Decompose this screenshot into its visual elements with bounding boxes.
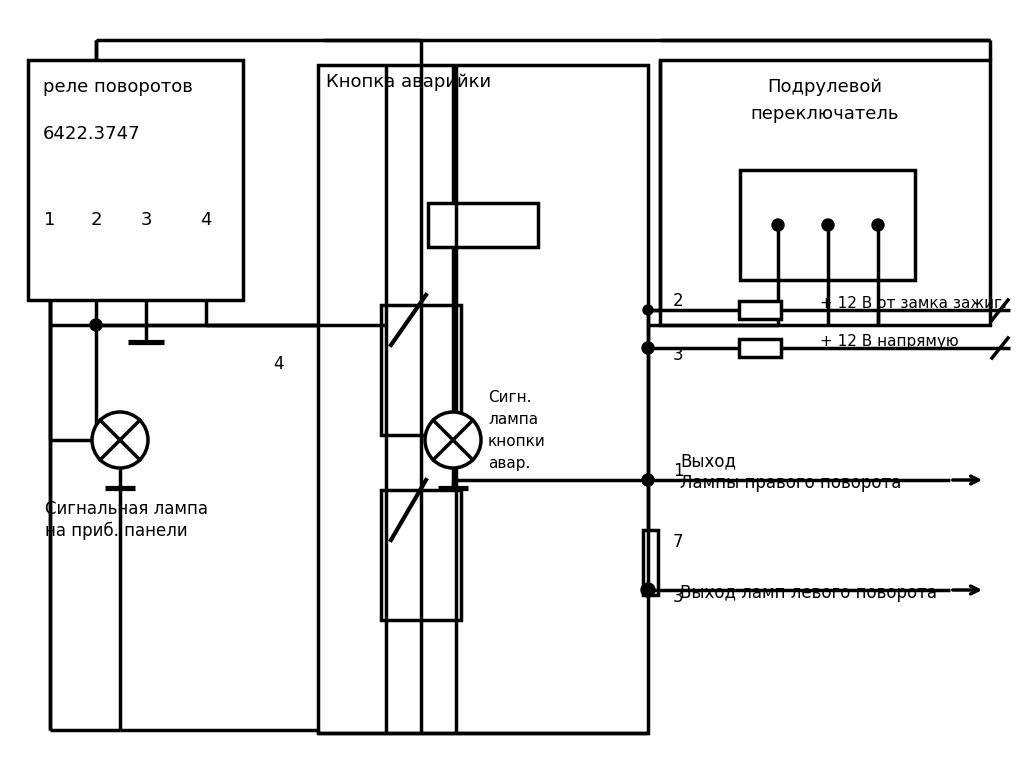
Bar — [28, 60, 243, 300]
Text: Выход ламп левого поворота: Выход ламп левого поворота — [680, 584, 937, 602]
Text: 1: 1 — [44, 211, 55, 229]
Text: на приб. панели: на приб. панели — [45, 522, 187, 540]
Text: Сигн.: Сигн. — [488, 390, 531, 405]
Circle shape — [642, 342, 654, 354]
Text: Лампы правого поворота: Лампы правого поворота — [680, 474, 901, 492]
Bar — [740, 170, 915, 280]
Text: 2: 2 — [673, 292, 684, 310]
Bar — [381, 490, 461, 620]
Text: 3: 3 — [673, 346, 684, 364]
Text: авар.: авар. — [488, 456, 530, 471]
Circle shape — [642, 474, 654, 486]
Circle shape — [90, 319, 102, 331]
Circle shape — [872, 219, 884, 231]
Text: лампа: лампа — [488, 412, 539, 427]
Circle shape — [641, 583, 655, 597]
Text: реле поворотов: реле поворотов — [43, 78, 193, 96]
Bar — [739, 339, 781, 357]
Text: + 12 В напрямую: + 12 В напрямую — [820, 334, 958, 349]
Text: 7: 7 — [673, 533, 683, 551]
Bar — [643, 530, 658, 595]
Text: 4: 4 — [273, 355, 284, 373]
Text: 4: 4 — [201, 211, 212, 229]
Bar — [428, 203, 538, 247]
Text: Подрулевой: Подрулевой — [768, 78, 883, 96]
Text: Выход: Выход — [680, 452, 736, 470]
Text: 6422.3747: 6422.3747 — [43, 125, 140, 143]
Text: кнопки: кнопки — [488, 434, 546, 449]
Text: + 12 В от замка зажиг.: + 12 В от замка зажиг. — [820, 296, 1007, 311]
Text: 1: 1 — [673, 462, 684, 480]
Text: Сигнальная лампа: Сигнальная лампа — [45, 500, 208, 518]
Text: 3: 3 — [673, 588, 684, 606]
Text: переключатель: переключатель — [751, 105, 899, 123]
Circle shape — [92, 412, 148, 468]
Text: 3: 3 — [140, 211, 152, 229]
Circle shape — [425, 412, 481, 468]
Bar — [739, 301, 781, 319]
Bar — [318, 65, 648, 733]
Circle shape — [772, 219, 784, 231]
Bar — [381, 305, 461, 435]
Bar — [660, 60, 990, 325]
Text: 2: 2 — [90, 211, 101, 229]
Circle shape — [643, 305, 653, 315]
Text: Кнопка аварийки: Кнопка аварийки — [326, 73, 492, 91]
Circle shape — [822, 219, 834, 231]
